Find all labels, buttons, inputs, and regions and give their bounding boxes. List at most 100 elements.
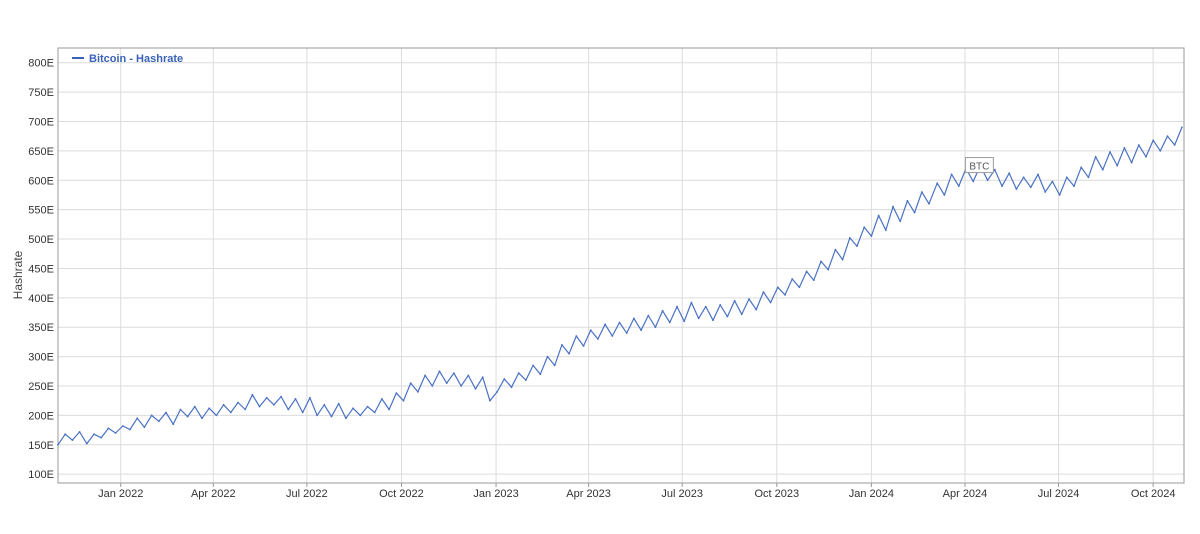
data-point: [1037, 173, 1039, 176]
data-point: [316, 414, 318, 417]
data-point: [892, 205, 894, 208]
data-point: [359, 414, 362, 417]
y-tick-label: 200E: [28, 410, 54, 422]
data-point: [899, 220, 902, 223]
data-point: [784, 294, 786, 296]
data-point: [993, 168, 996, 171]
data-point: [625, 332, 628, 334]
chart-grid: [58, 48, 1184, 483]
data-point: [330, 415, 333, 418]
data-point: [755, 308, 758, 311]
y-tick-label: 550E: [28, 205, 54, 217]
y-tick-label: 500E: [28, 234, 54, 246]
data-point: [215, 414, 218, 417]
data-point: [1109, 151, 1111, 153]
data-point: [265, 396, 268, 399]
data-point: [1087, 176, 1090, 179]
data-point: [510, 386, 513, 389]
y-tick-label: 100E: [28, 469, 54, 481]
data-point: [229, 411, 232, 414]
x-tick-label: Jan 2024: [849, 488, 894, 500]
y-tick-label: 750E: [28, 87, 54, 99]
data-point: [913, 211, 916, 214]
data-point: [640, 329, 642, 332]
data-point: [503, 378, 506, 380]
data-point: [668, 321, 671, 324]
data-point: [798, 286, 801, 289]
data-point: [870, 235, 873, 238]
data-point: [1094, 155, 1097, 158]
data-point: [222, 403, 225, 406]
data-point: [762, 291, 765, 293]
data-point: [409, 382, 412, 384]
data-point: [1145, 155, 1147, 158]
data-point: [834, 248, 837, 251]
data-point: [943, 194, 946, 196]
data-point: [301, 411, 304, 414]
data-point: [748, 298, 750, 300]
data-point: [582, 345, 585, 347]
y-tick-label: 800E: [28, 58, 54, 70]
data-point: [193, 405, 196, 408]
data-point: [179, 408, 182, 411]
data-point: [1065, 176, 1068, 179]
data-point: [683, 320, 686, 323]
y-tick-label: 150E: [28, 440, 54, 452]
data-point: [287, 408, 290, 411]
data-point: [150, 414, 153, 417]
data-point: [1101, 168, 1104, 171]
x-tick-label: Jan 2022: [98, 488, 143, 500]
data-point: [1058, 194, 1061, 196]
x-axis-ticks: Jan 2022 Apr 2022 Jul 2022 Oct 2022 Jan 2023…: [98, 483, 1175, 500]
data-point: [496, 391, 498, 393]
data-point: [57, 443, 59, 446]
data-point: [950, 173, 953, 176]
data-point: [568, 352, 570, 355]
data-point: [546, 355, 549, 358]
data-point: [78, 431, 81, 433]
data-point: [323, 403, 326, 406]
data-point: [1181, 126, 1183, 129]
data-point: [1022, 176, 1025, 179]
y-tick-label: 450E: [28, 263, 54, 275]
data-point: [1116, 164, 1119, 167]
data-point: [877, 214, 880, 217]
data-point: [517, 372, 520, 374]
annotation-box: [964, 157, 994, 174]
x-tick-label: Oct 2022: [379, 488, 424, 500]
data-point: [1123, 147, 1126, 149]
y-tick-label: 600E: [28, 175, 54, 187]
data-point: [604, 323, 606, 326]
y-axis-label: Hashrate: [11, 250, 25, 299]
data-point: [366, 405, 369, 408]
data-point: [352, 407, 354, 410]
data-point: [525, 379, 527, 381]
x-tick-label: Apr 2024: [943, 488, 988, 500]
btc-annotation: BTC: [964, 157, 994, 174]
data-point: [373, 411, 376, 414]
data-point: [273, 403, 275, 406]
legend-label: Bitcoin - Hashrate: [89, 53, 183, 65]
data-point: [1130, 161, 1133, 164]
data-point: [884, 229, 887, 232]
data-point: [654, 326, 657, 329]
data-point: [1080, 166, 1083, 169]
y-tick-label: 350E: [28, 322, 54, 334]
data-point: [906, 199, 909, 202]
data-point: [1029, 186, 1032, 189]
data-point: [186, 415, 189, 418]
data-point: [71, 439, 74, 441]
data-point: [863, 226, 866, 229]
data-point: [280, 395, 282, 398]
y-tick-label: 650E: [28, 146, 54, 158]
data-point: [445, 382, 448, 384]
data-point: [244, 408, 247, 411]
data-point: [395, 392, 398, 394]
data-point: [1166, 135, 1169, 138]
data-point: [136, 417, 139, 420]
data-point: [791, 278, 794, 280]
data-point: [740, 313, 743, 316]
data-point: [776, 286, 779, 289]
